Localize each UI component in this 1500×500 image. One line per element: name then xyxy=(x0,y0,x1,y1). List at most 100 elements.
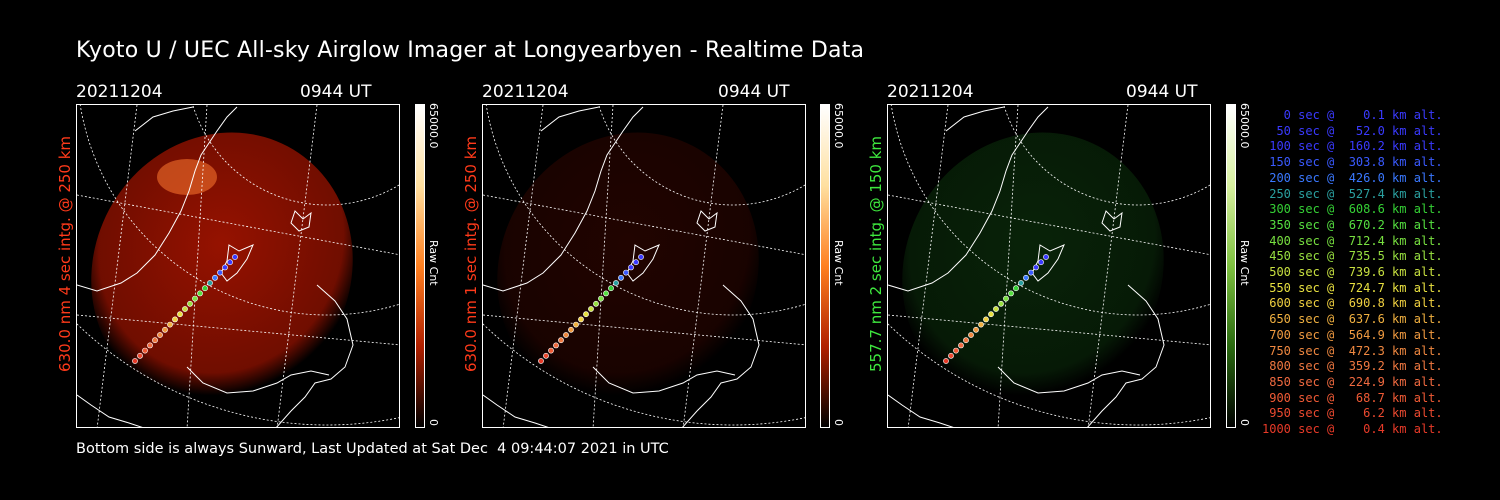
legend-row: 0 sec @ 0.1 km alt. xyxy=(1262,108,1443,122)
airglow-image xyxy=(497,132,759,408)
trajectory-point xyxy=(192,295,198,302)
trajectory-point xyxy=(578,316,584,323)
coastline xyxy=(483,394,549,427)
trajectory-point xyxy=(953,347,959,354)
trajectory-point xyxy=(548,347,554,354)
trajectory-point xyxy=(628,264,634,271)
trajectory-point xyxy=(1008,290,1014,297)
trajectory-point xyxy=(618,274,624,281)
trajectory-point xyxy=(958,342,964,349)
panel-3-colorbar-unit: Raw Cnt xyxy=(1238,240,1251,286)
island-outline xyxy=(696,210,718,232)
legend-row: 900 sec @ 68.7 km alt. xyxy=(1262,390,1443,405)
aurora-patch xyxy=(157,159,217,195)
meridian-line xyxy=(483,194,805,256)
panel-2-colorbar-max: 65000.0 xyxy=(832,103,845,149)
legend-row: 100 sec @ 160.2 km alt. xyxy=(1262,139,1443,154)
coastline xyxy=(592,366,736,394)
panel-1-colorbar-min: 0 xyxy=(427,419,440,426)
trajectory-point xyxy=(197,290,203,297)
trajectory-point xyxy=(968,332,974,338)
meridian-line xyxy=(96,105,138,427)
trajectory-point xyxy=(543,352,549,359)
legend-row: 50 sec @ 52.0 km alt. xyxy=(1262,123,1443,138)
coastline xyxy=(483,106,644,292)
trajectory-point xyxy=(1003,295,1009,302)
coastline xyxy=(682,284,760,427)
legend-row: 250 sec @ 527.4 km alt. xyxy=(1262,186,1443,201)
trajectory-point xyxy=(623,269,629,276)
trajectory-point xyxy=(177,311,183,318)
legend-row: 550 sec @ 724.7 km alt. xyxy=(1262,280,1443,295)
trajectory-point xyxy=(553,342,559,349)
legend-row: 700 sec @ 564.9 km alt. xyxy=(1262,327,1443,342)
legend-row: 400 sec @ 712.4 km alt. xyxy=(1262,233,1443,248)
latitude-circle xyxy=(77,323,399,426)
trajectory-point xyxy=(593,300,599,307)
trajectory-point xyxy=(222,264,228,271)
airglow-image xyxy=(902,132,1164,408)
panel-3-colorbar xyxy=(1226,104,1236,428)
meridian-line xyxy=(1087,105,1129,427)
panel-3-colorbar-min: 0 xyxy=(1238,419,1251,426)
trajectory-point xyxy=(1013,285,1019,292)
trajectory-point xyxy=(132,358,138,364)
trajectory-point xyxy=(1018,280,1024,286)
trajectory-point xyxy=(167,321,173,328)
legend-row: 350 sec @ 670.2 km alt. xyxy=(1262,217,1443,232)
legend-row: 500 sec @ 739.6 km alt. xyxy=(1262,265,1443,279)
island-outline xyxy=(1101,210,1123,232)
coastline xyxy=(77,106,238,292)
legend-row: 950 sec @ 6.2 km alt. xyxy=(1262,406,1443,421)
meridian-line xyxy=(907,105,949,427)
trajectory-point xyxy=(638,254,644,260)
panel-1-allsky-image xyxy=(76,104,400,428)
panel-1-colorbar-unit: Raw Cnt xyxy=(427,240,440,286)
panel-3-date: 20211204 xyxy=(887,82,974,102)
footer-note: Bottom side is always Sunward, Last Upda… xyxy=(76,441,669,457)
legend-row: 1000 sec @ 0.4 km alt. xyxy=(1262,422,1443,436)
trajectory-point xyxy=(998,300,1004,307)
trajectory-point xyxy=(943,358,949,364)
latitude-circle xyxy=(888,323,1210,426)
panel-2-date: 20211204 xyxy=(482,82,569,102)
trajectory-point xyxy=(1023,274,1029,281)
legend-row: 300 sec @ 608.6 km alt. xyxy=(1262,202,1443,217)
trajectory-point xyxy=(232,254,238,260)
coastline xyxy=(888,394,954,427)
trajectory-point xyxy=(603,290,609,297)
coastline xyxy=(77,394,143,427)
panel-2-time: 0944 UT xyxy=(718,82,790,102)
trajectory-point xyxy=(207,280,213,286)
trajectory-point xyxy=(948,352,954,359)
coastline xyxy=(1087,284,1165,427)
latitude-circle xyxy=(890,105,1210,316)
panel-1-colorbar-max: 65000.0 xyxy=(427,103,440,149)
trajectory-point xyxy=(157,332,163,338)
meridian-line xyxy=(502,105,544,427)
legend-row: 200 sec @ 426.0 km alt. xyxy=(1262,170,1443,185)
trajectory-point xyxy=(152,337,158,344)
trajectory-point xyxy=(963,337,969,344)
trajectory-point xyxy=(983,316,989,323)
trajectory-point xyxy=(973,326,979,333)
trajectory-point xyxy=(583,311,589,318)
trajectory-point xyxy=(187,300,193,307)
legend-row: 600 sec @ 690.8 km alt. xyxy=(1262,296,1443,311)
panel-3-time: 0944 UT xyxy=(1126,82,1198,102)
trajectory-point xyxy=(212,274,218,281)
trajectory-point xyxy=(538,358,544,364)
panel-2-colorbar xyxy=(820,104,830,428)
trajectory-point xyxy=(608,285,614,292)
trajectory-point xyxy=(217,269,223,276)
airglow-image xyxy=(91,132,353,408)
coastline xyxy=(276,284,354,427)
trajectory-point xyxy=(1028,269,1034,276)
legend-row: 800 sec @ 359.2 km alt. xyxy=(1262,359,1443,374)
trajectory-point xyxy=(147,342,153,349)
meridian-line xyxy=(276,105,318,427)
panel-1-time: 0944 UT xyxy=(300,82,372,102)
panel-2-allsky-image xyxy=(482,104,806,428)
trajectory-point xyxy=(227,259,233,266)
panel-1-colorbar xyxy=(415,104,425,428)
